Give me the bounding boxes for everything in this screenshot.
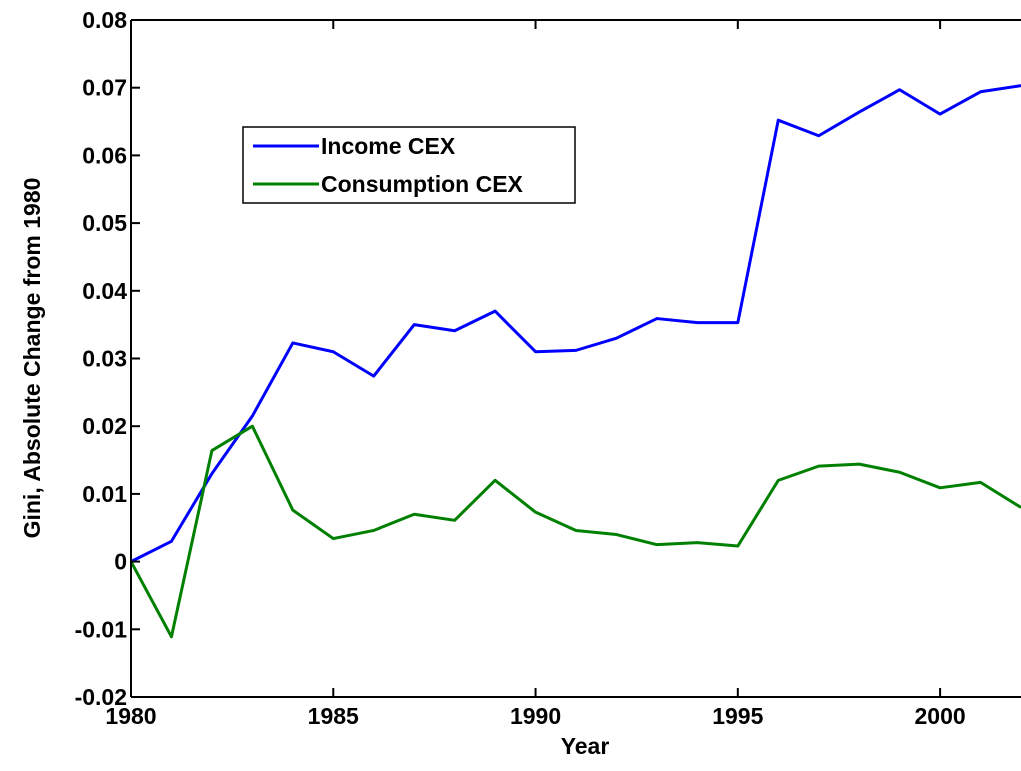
y-tick-label: 0.04	[82, 278, 127, 304]
y-tick-label: 0.07	[82, 75, 127, 101]
legend-box	[242, 126, 576, 204]
legend-label: Consumption CEX	[321, 171, 524, 197]
y-tick-label: 0	[114, 549, 127, 575]
y-tick-label: 0.03	[82, 346, 127, 372]
y-tick-label: 0.08	[82, 7, 127, 33]
x-tick-label: 1990	[510, 703, 561, 729]
x-tick-label: 1980	[105, 703, 156, 729]
x-tick-label: 2000	[915, 703, 966, 729]
x-axis-label: Year	[561, 733, 610, 759]
y-tick-label: -0.01	[75, 616, 128, 642]
data-line	[130, 84, 1021, 563]
y-tick-label: 0.01	[82, 481, 127, 507]
y-tick-label: -0.02	[75, 684, 127, 710]
x-tick-label: 1995	[712, 703, 763, 729]
y-axis-label: Gini, Absolute Change from 1980	[19, 178, 45, 539]
legend-label: Income CEX	[321, 133, 456, 159]
x-tick-label: 1985	[308, 703, 359, 729]
y-tick-label: 0.06	[82, 142, 127, 168]
data-line	[129, 424, 1021, 639]
y-tick-label: 0.05	[82, 210, 127, 236]
y-tick-label: 0.02	[82, 413, 127, 439]
